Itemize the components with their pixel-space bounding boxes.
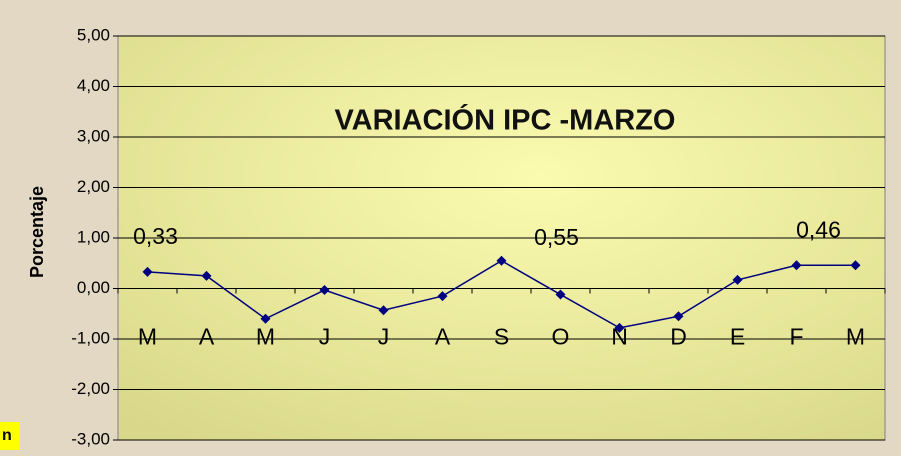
note-box: [0, 422, 20, 450]
y-tick-label: -1,00: [71, 328, 110, 347]
data-point: [378, 305, 389, 316]
data-point: [850, 260, 861, 271]
y-tick-label: 0,00: [77, 278, 110, 297]
y-tick-label: -2,00: [71, 379, 110, 398]
data-point: [437, 291, 448, 302]
data-point: [614, 322, 625, 333]
x-tick-label: N: [611, 324, 628, 350]
side-note: n: [2, 427, 12, 444]
data-point: [555, 289, 566, 300]
data-point: [496, 255, 507, 266]
x-tick-label: O: [552, 324, 570, 350]
y-axis-label: Porcentaje: [27, 186, 47, 278]
chart-title: VARIACIÓN IPC -MARZO: [334, 103, 675, 137]
data-label: 0,55: [534, 224, 579, 250]
x-tick-label: M: [256, 324, 275, 350]
data-point: [732, 274, 743, 285]
x-tick-label: A: [435, 324, 451, 350]
y-tick-label: 3,00: [77, 126, 110, 145]
y-tick-label: 1,00: [77, 227, 110, 246]
y-tick-label: -3,00: [71, 429, 110, 448]
x-tick-label: A: [199, 324, 215, 350]
x-tick-label: M: [138, 324, 157, 350]
x-tick-label: D: [670, 324, 687, 350]
data-label: 0,46: [796, 216, 841, 242]
x-tick-label: E: [730, 324, 745, 350]
data-point: [142, 266, 153, 277]
data-point: [260, 313, 271, 324]
data-point: [319, 285, 330, 296]
y-tick-label: 4,00: [77, 76, 110, 95]
data-point: [201, 270, 212, 281]
y-tick-label: 5,00: [77, 25, 110, 44]
data-point: [673, 311, 684, 322]
x-tick-label: J: [378, 324, 390, 350]
x-tick-label: M: [846, 324, 865, 350]
x-tick-label: S: [494, 324, 509, 350]
x-tick-label: F: [789, 324, 803, 350]
data-point: [791, 260, 802, 271]
y-tick-label: 2,00: [77, 177, 110, 196]
data-label: 0,33: [133, 223, 178, 249]
x-tick-label: J: [319, 324, 331, 350]
